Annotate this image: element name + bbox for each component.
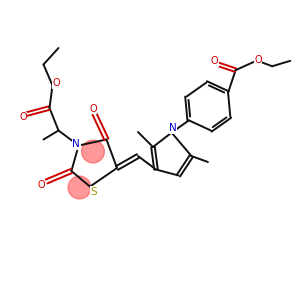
Text: S: S: [90, 187, 97, 197]
Text: N: N: [169, 123, 177, 133]
Circle shape: [68, 176, 91, 199]
Text: O: O: [19, 112, 27, 122]
Text: O: O: [254, 55, 262, 65]
Circle shape: [82, 140, 104, 163]
Text: O: O: [211, 56, 218, 66]
Text: O: O: [37, 180, 45, 190]
Text: O: O: [89, 103, 97, 114]
Text: N: N: [72, 139, 80, 149]
Text: O: O: [52, 78, 60, 88]
